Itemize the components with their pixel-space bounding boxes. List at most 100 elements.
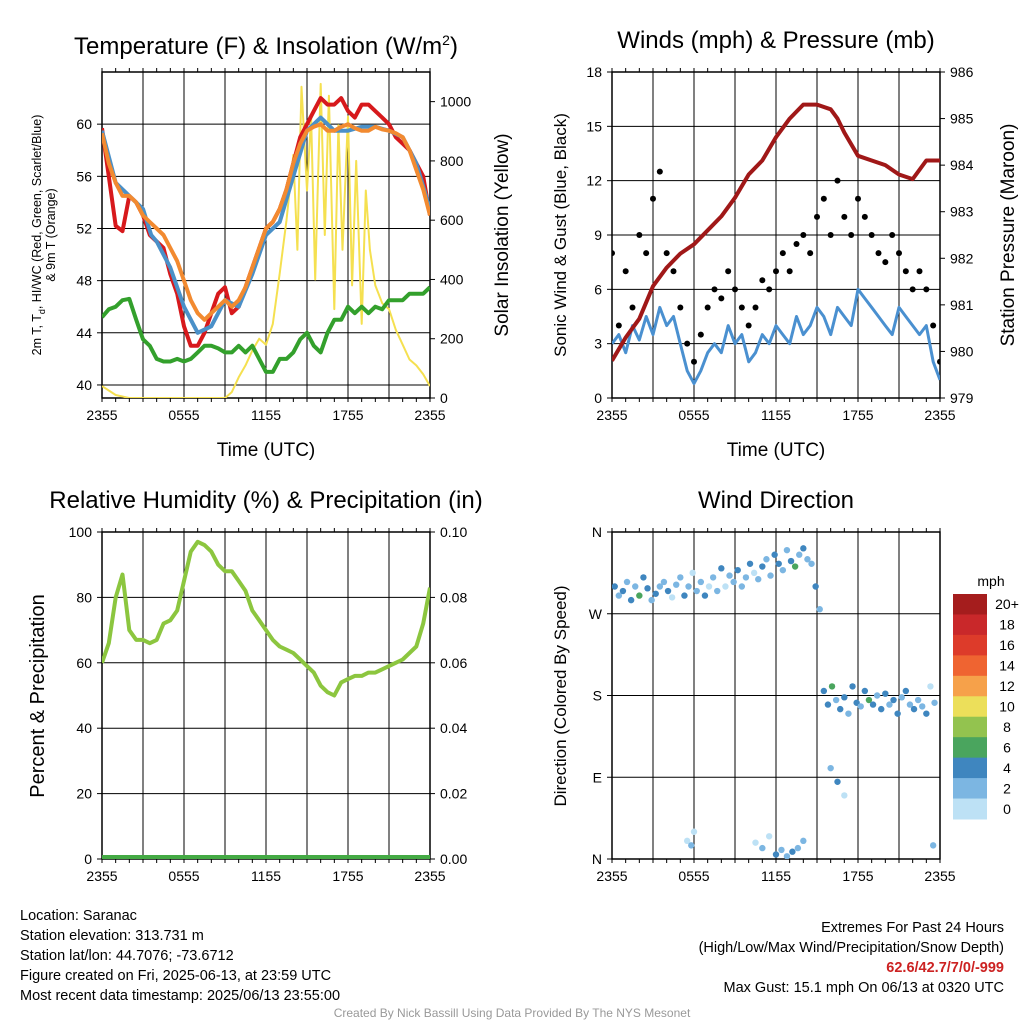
y-tick-label: 0 [594, 390, 602, 406]
direction-point [627, 596, 635, 604]
direction-point [688, 842, 695, 849]
y2-tick-label: 0.04 [440, 720, 467, 736]
y2-axis-label: Station Pressure (Maroon) [998, 124, 1019, 347]
y2-tick-label: 0.00 [440, 851, 467, 867]
direction-point [752, 839, 759, 846]
gust-point [738, 304, 745, 311]
x-axis-label: Time (UTC) [727, 440, 826, 461]
y2-tick-label: 600 [440, 212, 464, 228]
direction-point [832, 696, 840, 704]
gust-point [779, 250, 786, 257]
y-tick-label: 0 [84, 851, 92, 867]
x-tick-label: 0555 [678, 868, 709, 884]
direction-point [640, 574, 647, 581]
location-text: Location: Saranac [20, 908, 137, 924]
y-axis-label: Direction (Colored By Speed) [551, 585, 570, 806]
direction-point [615, 592, 623, 599]
gust-point [896, 250, 902, 257]
direction-point [673, 581, 680, 588]
direction-point [919, 703, 926, 710]
direction-point [771, 551, 778, 558]
y-axis-label-line2: & 9m T (Orange) [44, 188, 58, 281]
direction-point [894, 710, 901, 717]
direction-point [828, 683, 836, 690]
direction-point [857, 703, 864, 710]
y2-tick-label: 980 [950, 343, 974, 359]
direction-point [656, 583, 664, 590]
gust-point [725, 268, 732, 275]
colorbar-swatch [953, 778, 987, 800]
direction-point [677, 574, 684, 581]
x-tick-label: 2355 [924, 868, 955, 884]
gust-point [691, 358, 697, 365]
direction-point [632, 583, 639, 590]
y-tick-label: 20 [76, 786, 92, 802]
chart-title-4: Wind Direction [698, 487, 854, 514]
gust-point [677, 304, 684, 311]
gust-point [759, 277, 766, 284]
created-text: Figure created on Fri, 2025-06-13, at 23… [20, 968, 332, 984]
direction-point [636, 592, 643, 599]
y-axis-label-line1: 2m T, Td, HI/WC (Red, Green, Scarlet/Blu… [30, 115, 47, 356]
gust-point [793, 241, 800, 248]
colorbar-swatch [953, 757, 987, 779]
gust-point [718, 295, 725, 302]
direction-point [779, 566, 787, 574]
y-tick-label: S [593, 688, 602, 704]
y-tick-label: 60 [76, 116, 92, 132]
y2-tick-label: 200 [440, 331, 464, 347]
td-subscript: d [37, 309, 47, 314]
direction-point [772, 851, 780, 858]
y2-tick-label: 984 [950, 157, 974, 173]
direction-point [873, 692, 881, 699]
y2-tick-label: 983 [950, 204, 974, 220]
direction-point [746, 560, 754, 567]
gust-point [909, 286, 916, 293]
direction-point [775, 560, 782, 567]
y-axis-label-rest: , HI/WC (Red, Green, Scarlet/Blue) [30, 115, 44, 310]
gust-point [882, 259, 889, 266]
gust-point [629, 304, 636, 311]
x-tick-label: 2355 [86, 407, 117, 423]
direction-point [685, 583, 692, 590]
series-relative-humidity [102, 539, 430, 698]
direction-point [763, 556, 770, 563]
y-tick-label: 100 [69, 524, 93, 540]
y2-tick-label: 0.06 [440, 655, 467, 671]
x-tick-label: 2355 [414, 407, 445, 423]
gust-point [848, 232, 855, 238]
direction-point [914, 696, 922, 704]
direction-point [787, 557, 795, 565]
gust-point [670, 268, 677, 275]
gust-point [615, 322, 622, 329]
colorbar-swatch [953, 716, 987, 738]
series-hi-wc [102, 115, 430, 335]
y2-axis-label: Solar Insolation (Yellow) [492, 133, 513, 336]
gust-point [814, 213, 820, 220]
y-tick-label: 9 [594, 227, 602, 243]
direction-point [765, 833, 773, 840]
y-tick-label: 40 [76, 377, 92, 393]
direction-point [709, 574, 717, 581]
gust-point [902, 268, 909, 275]
direction-point [648, 596, 655, 604]
direction-point [652, 590, 659, 597]
x-tick-label: 2355 [924, 407, 955, 423]
extremes-info: Extremes For Past 24 Hours (High/Low/Max… [699, 918, 1004, 998]
colorbar-swatch [953, 594, 987, 615]
gust-point [745, 322, 752, 329]
direction-point [683, 837, 691, 845]
y-tick-label: 12 [586, 173, 602, 189]
colorbar-label: 6 [1003, 739, 1011, 755]
y-tick-label: 60 [76, 655, 92, 671]
colorbar-unit: mph [977, 573, 1004, 589]
direction-point [906, 701, 914, 708]
x-tick-label: 1155 [251, 868, 281, 884]
direction-point [841, 792, 848, 799]
direction-point [882, 690, 889, 697]
x-tick-label: 0555 [168, 868, 199, 884]
colorbar-label: 0 [1003, 801, 1011, 817]
x-tick-label: 1755 [842, 407, 873, 423]
direction-point [796, 551, 803, 558]
x-tick-label: 2355 [414, 868, 445, 884]
